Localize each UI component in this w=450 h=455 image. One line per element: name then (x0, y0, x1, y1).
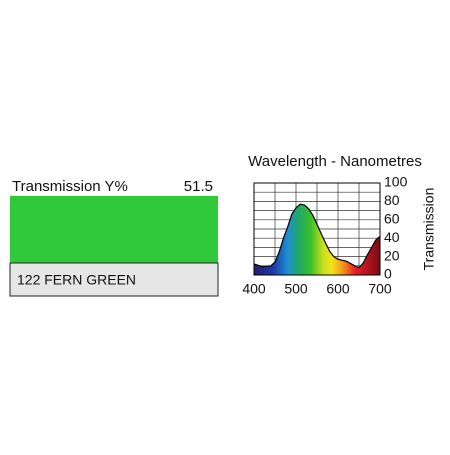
x-tick-label: 600 (326, 281, 350, 297)
y-tick-label: 40 (384, 229, 400, 245)
chart-title: Wavelength - Nanometres (248, 153, 422, 170)
y-tick-label: 0 (384, 266, 392, 282)
transmission-label: Transmission Y% (12, 178, 128, 195)
filter-name: 122 FERN GREEN (17, 272, 136, 288)
x-tick-label: 500 (284, 281, 308, 297)
curve-line (253, 203, 381, 269)
transmission-value: 51.5 (184, 178, 213, 195)
name-box (9, 262, 219, 297)
y-tick-label: 60 (384, 211, 400, 227)
plot-frame (253, 182, 381, 276)
spectrum-area (254, 204, 380, 275)
y-tick-label: 100 (384, 174, 408, 190)
y-axis-label: Transmission (421, 188, 437, 271)
x-tick-label: 700 (368, 281, 392, 297)
color-swatch (10, 196, 218, 263)
y-tick-label: 80 (384, 192, 400, 208)
x-tick-label: 400 (242, 281, 266, 297)
y-tick-label: 20 (384, 247, 400, 263)
